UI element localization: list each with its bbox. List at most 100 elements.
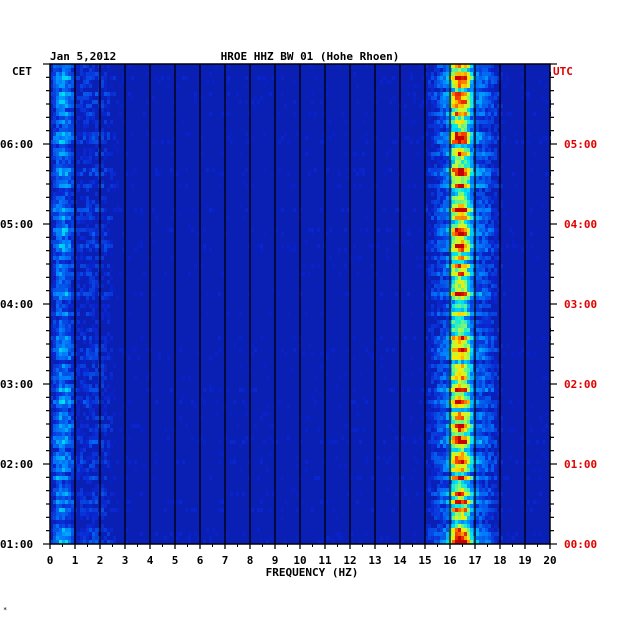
heatmap-cell (452, 448, 455, 452)
heatmap-cell (68, 196, 71, 200)
heatmap-cell (107, 248, 110, 252)
heatmap-cell (50, 384, 53, 388)
heatmap-cell (80, 328, 83, 332)
heatmap-cell (440, 448, 443, 452)
heatmap-cell (452, 184, 455, 188)
heatmap-cell (446, 244, 449, 248)
heatmap-cell (488, 364, 491, 368)
heatmap-cell (191, 228, 194, 232)
heatmap-cell (482, 220, 485, 224)
heatmap-cell (467, 148, 470, 152)
heatmap-cell (140, 212, 143, 216)
heatmap-cell (452, 264, 455, 268)
heatmap-cell (89, 220, 92, 224)
heatmap-cell (59, 248, 62, 252)
heatmap-cell (455, 256, 458, 260)
heatmap-cell (485, 284, 488, 288)
heatmap-cell (95, 120, 98, 124)
heatmap-cell (470, 156, 473, 160)
heatmap-cell (62, 452, 65, 456)
heatmap-cell (446, 520, 449, 524)
heatmap-cell (65, 436, 68, 440)
heatmap-cell (461, 504, 464, 508)
heatmap-cell (488, 360, 491, 364)
heatmap-cell (65, 368, 68, 372)
heatmap-cell (440, 196, 443, 200)
heatmap-cell (461, 140, 464, 144)
heatmap-cell (479, 512, 482, 516)
heatmap-cell (404, 440, 407, 444)
heatmap-cell (452, 468, 455, 472)
heatmap-cell (440, 320, 443, 324)
heatmap-cell (485, 428, 488, 432)
heatmap-cell (347, 348, 350, 352)
heatmap-cell (359, 372, 362, 376)
heatmap-cell (143, 464, 146, 468)
heatmap-cell (206, 312, 209, 316)
heatmap-cell (455, 304, 458, 308)
heatmap-cell (485, 256, 488, 260)
heatmap-cell (461, 448, 464, 452)
heatmap-cell (482, 240, 485, 244)
heatmap-cell (110, 468, 113, 472)
heatmap-cell (458, 336, 461, 340)
heatmap-cell (56, 428, 59, 432)
heatmap-cell (446, 496, 449, 500)
heatmap-cell (353, 72, 356, 76)
heatmap-cell (446, 344, 449, 348)
heatmap-cell (464, 504, 467, 508)
heatmap-cell (62, 128, 65, 132)
heatmap-cell (437, 92, 440, 96)
heatmap-cell (56, 448, 59, 452)
heatmap-cell (62, 424, 65, 428)
heatmap-cell (62, 476, 65, 480)
heatmap-cell (101, 312, 104, 316)
heatmap-cell (107, 304, 110, 308)
heatmap-cell (488, 156, 491, 160)
heatmap-cell (92, 464, 95, 468)
chart-date: Jan 5,2012 (50, 50, 116, 63)
heatmap-cell (440, 84, 443, 88)
heatmap-cell (53, 404, 56, 408)
heatmap-cell (437, 72, 440, 76)
heatmap-cell (440, 304, 443, 308)
heatmap-cell (71, 444, 74, 448)
heatmap-cell (458, 244, 461, 248)
heatmap-cell (62, 496, 65, 500)
heatmap-cell (497, 248, 500, 252)
heatmap-cell (434, 376, 437, 380)
heatmap-cell (68, 72, 71, 76)
heatmap-cell (479, 500, 482, 504)
heatmap-cell (455, 108, 458, 112)
heatmap-cell (395, 292, 398, 296)
heatmap-cell (482, 460, 485, 464)
heatmap-cell (101, 136, 104, 140)
heatmap-cell (152, 240, 155, 244)
heatmap-cell (440, 96, 443, 100)
heatmap-cell (458, 476, 461, 480)
heatmap-cell (476, 360, 479, 364)
heatmap-cell (107, 496, 110, 500)
heatmap-cell (68, 380, 71, 384)
heatmap-cell (461, 76, 464, 80)
heatmap-cell (50, 144, 53, 148)
heatmap-cell (242, 172, 245, 176)
heatmap-cell (86, 400, 89, 404)
heatmap-cell (482, 168, 485, 172)
heatmap-cell (476, 100, 479, 104)
heatmap-cell (485, 244, 488, 248)
heatmap-cell (50, 440, 53, 444)
heatmap-cell (101, 208, 104, 212)
heatmap-cell (356, 256, 359, 260)
heatmap-cell (95, 340, 98, 344)
heatmap-cell (485, 296, 488, 300)
heatmap-cell (104, 512, 107, 516)
heatmap-cell (467, 84, 470, 88)
heatmap-cell (137, 356, 140, 360)
heatmap-cell (455, 512, 458, 516)
heatmap-cell (476, 268, 479, 272)
heatmap-cell (545, 100, 548, 104)
heatmap-cell (92, 512, 95, 516)
heatmap-cell (461, 452, 464, 456)
heatmap-cell (452, 380, 455, 384)
